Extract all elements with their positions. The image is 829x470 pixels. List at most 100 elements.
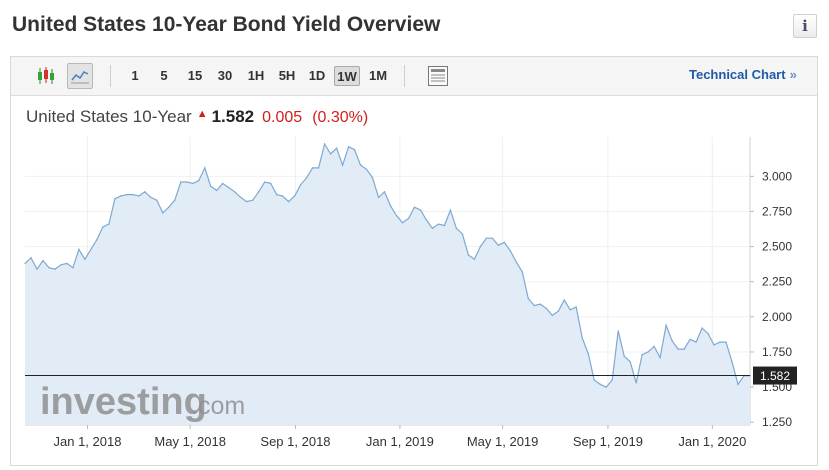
data-point <box>593 379 595 381</box>
data-point <box>467 254 470 256</box>
y-tick-label: 1.750 <box>762 345 792 359</box>
data-point <box>162 212 164 214</box>
data-point <box>335 147 338 149</box>
toolbar-separator <box>404 65 405 87</box>
data-point <box>461 233 464 235</box>
timeframe-1m[interactable]: 1M <box>368 68 388 83</box>
data-point <box>102 226 104 228</box>
table-view-icon[interactable] <box>425 63 451 89</box>
data-point <box>509 250 512 252</box>
x-tick-label: Jan 1, 2020 <box>678 434 746 449</box>
data-point <box>138 195 140 197</box>
data-point <box>269 182 272 185</box>
data-point <box>413 206 416 208</box>
data-point <box>311 167 314 169</box>
data-point <box>54 268 56 270</box>
data-point <box>24 262 26 265</box>
data-point <box>329 153 332 155</box>
x-tick-label: Jan 1, 2019 <box>366 434 434 449</box>
series-line <box>24 142 750 388</box>
data-point <box>647 351 649 353</box>
data-point <box>227 186 230 189</box>
data-point <box>78 248 80 251</box>
price-up-arrow-icon: ▲ <box>196 108 208 120</box>
data-point <box>653 345 655 348</box>
area-fill <box>25 144 750 425</box>
price-change-percent: (0.30%) <box>312 109 369 126</box>
data-point <box>389 205 392 207</box>
line-chart-icon[interactable] <box>67 63 93 89</box>
timeframe-1w[interactable]: 1W <box>334 66 360 86</box>
data-point <box>383 191 386 193</box>
data-point <box>449 209 452 211</box>
timeframe-30[interactable]: 30 <box>217 68 233 83</box>
data-point <box>275 193 278 196</box>
data-point <box>659 356 661 359</box>
y-tick-label: 2.750 <box>762 204 792 218</box>
data-point <box>377 196 380 199</box>
data-point <box>84 258 86 261</box>
data-point <box>251 199 254 201</box>
last-price: 1.582 <box>211 107 255 126</box>
data-point <box>192 182 194 185</box>
x-tick-label: Jan 1, 2018 <box>54 434 122 449</box>
data-point <box>120 195 122 197</box>
data-point <box>737 383 739 386</box>
data-point <box>323 143 326 145</box>
candlestick-icon[interactable] <box>33 63 59 89</box>
data-point <box>725 341 727 343</box>
data-point <box>671 339 673 342</box>
data-point <box>215 189 218 192</box>
data-point <box>108 223 110 225</box>
data-point <box>239 196 242 199</box>
data-point <box>731 361 733 363</box>
data-point <box>168 206 170 208</box>
timeframe-1[interactable]: 1 <box>131 68 139 83</box>
data-point <box>665 324 667 327</box>
data-point <box>503 241 506 244</box>
data-point <box>317 167 320 169</box>
data-point <box>563 299 566 301</box>
data-point <box>437 223 440 225</box>
timeframe-5h[interactable]: 5H <box>278 68 296 83</box>
data-point <box>30 257 32 259</box>
data-point <box>221 182 224 185</box>
x-tick-label: Sep 1, 2019 <box>573 434 643 449</box>
data-point <box>341 164 344 166</box>
data-point <box>257 191 260 193</box>
timeframe-1h[interactable]: 1H <box>247 68 265 83</box>
data-point <box>545 307 548 310</box>
data-point <box>713 344 715 346</box>
data-point <box>431 227 434 230</box>
data-point <box>695 341 697 343</box>
technical-chart-label: Technical Chart <box>689 67 786 82</box>
data-point <box>701 327 703 329</box>
data-point <box>497 244 500 246</box>
data-point <box>425 219 428 221</box>
data-point <box>96 238 98 241</box>
data-point <box>126 193 128 196</box>
data-point <box>581 337 583 339</box>
data-point <box>36 268 38 270</box>
timeframe-5[interactable]: 5 <box>160 68 168 83</box>
data-point <box>48 266 50 269</box>
timeframe-1d[interactable]: 1D <box>308 68 326 83</box>
data-point <box>707 332 709 335</box>
technical-chart-link[interactable]: Technical Chart» <box>689 67 797 82</box>
data-point <box>527 297 530 300</box>
y-tick-label: 1.250 <box>762 415 792 429</box>
data-point <box>299 184 302 186</box>
watermark-domain: .com <box>191 392 245 420</box>
data-point <box>186 181 188 183</box>
timeframe-15[interactable]: 15 <box>187 68 203 83</box>
data-point <box>42 259 44 262</box>
chart-panel: 1 5 15 30 1H 5H 1D 1W 1M Technical Chart… <box>10 56 818 466</box>
data-point <box>180 181 182 183</box>
quote-header: United States 10-Year ▲ 1.582 0.005 (0.30%) <box>26 107 368 127</box>
data-point <box>233 191 236 193</box>
info-icon[interactable]: i <box>793 14 817 38</box>
data-point <box>347 146 350 148</box>
data-point <box>204 167 206 169</box>
data-point <box>60 264 62 266</box>
